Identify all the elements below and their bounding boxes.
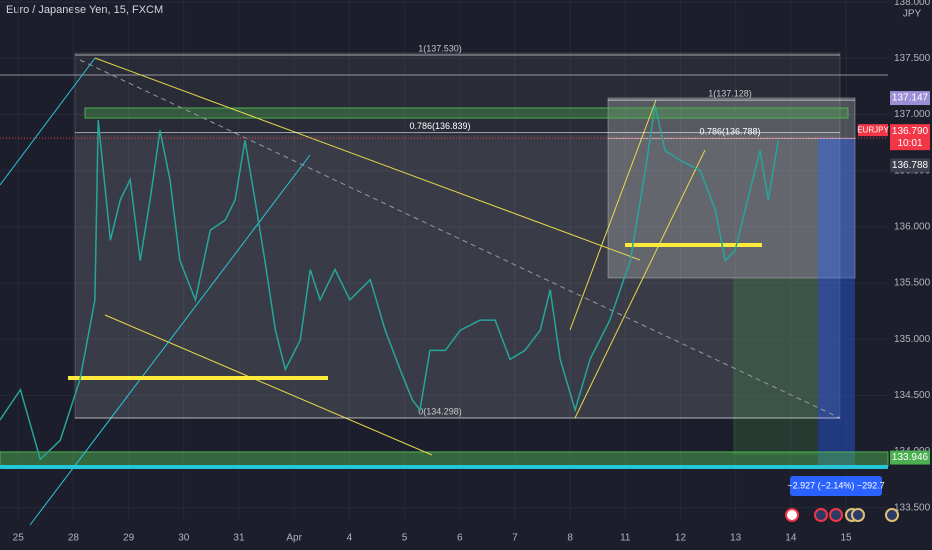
- target-zone: [818, 138, 855, 468]
- y-tick-label: 137.000: [894, 109, 931, 120]
- target-zone: [733, 278, 818, 455]
- x-tick-label: 12: [675, 533, 687, 544]
- currency: JPY: [903, 9, 922, 20]
- trend-line: [94, 57, 641, 261]
- price-tag-label: 136.788: [892, 160, 929, 171]
- x-tick-label: 8: [567, 533, 573, 544]
- x-tick-label: 25: [13, 533, 25, 544]
- range-box: [75, 135, 840, 418]
- event-icon: [814, 508, 828, 522]
- price-tag-label: 137.147: [892, 93, 929, 104]
- x-tick-label: 13: [730, 533, 742, 544]
- price-tag: [890, 91, 930, 106]
- range-box: [607, 97, 856, 279]
- price-line: [0, 105, 779, 461]
- symbol-tag: [858, 124, 888, 137]
- trend-line: [0, 57, 96, 186]
- trend-line: [104, 314, 433, 456]
- event-icon: [785, 508, 799, 522]
- measure-label: −2.927 (−2.14%) −292.7: [787, 480, 884, 490]
- demand-zone: [0, 451, 889, 467]
- measure-box: [790, 476, 882, 496]
- price-tag: [890, 450, 930, 465]
- x-tick-label: 6: [457, 533, 463, 544]
- x-tick-label: 5: [402, 533, 408, 544]
- fib-label: 0.786(136.839): [409, 121, 470, 131]
- x-tick-label: 15: [840, 533, 852, 544]
- price-tag-label: 136.790: [892, 126, 929, 137]
- trend-line: [574, 149, 706, 419]
- x-tick-label: 7: [512, 533, 518, 544]
- trend-line: [29, 154, 311, 526]
- x-tick-label: 28: [68, 533, 80, 544]
- chart-title: Euro / Japanese Yen, 15, FXCM: [6, 4, 163, 16]
- x-tick-label: Apr: [286, 533, 302, 544]
- x-tick-label: 31: [233, 533, 245, 544]
- event-icon: [829, 508, 843, 522]
- x-tick-label: 11: [620, 533, 631, 544]
- y-tick-label: 135.000: [894, 334, 931, 345]
- price-tag-label: 133.946: [892, 452, 929, 463]
- y-tick-label: 138.000: [894, 0, 931, 8]
- event-icon: [885, 508, 899, 522]
- x-tick-label: 14: [785, 533, 797, 544]
- x-tick-label: 4: [347, 533, 353, 544]
- time-label: 10:01: [897, 138, 922, 149]
- price-tag: [890, 124, 930, 151]
- event-icon: [851, 508, 865, 522]
- supply-zone: [84, 107, 849, 119]
- fib-label: 0(134.298): [418, 406, 462, 416]
- x-tick-label: 29: [123, 533, 135, 544]
- y-tick-label: 135.500: [894, 278, 931, 289]
- y-tick-label: 133.500: [894, 502, 931, 513]
- y-tick-label: 137.500: [894, 53, 931, 64]
- fib-label: 0.786(136.788): [699, 127, 760, 137]
- fib-label: 1(137.128): [708, 89, 752, 99]
- y-tick-label: 136.000: [894, 222, 931, 233]
- x-tick-label: 30: [178, 533, 190, 544]
- fib-label: 1(137.530): [418, 43, 462, 53]
- price-tag: [890, 158, 930, 173]
- symbol-label: EURJPY: [857, 125, 889, 134]
- y-tick-label: 134.500: [894, 390, 931, 401]
